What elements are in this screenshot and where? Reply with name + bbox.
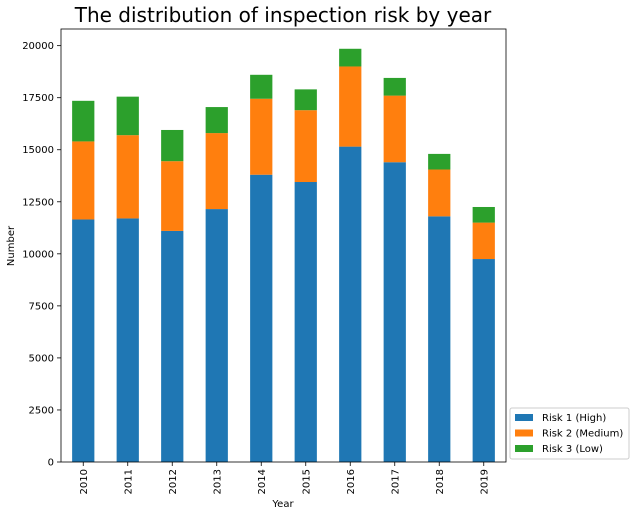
legend-label: Risk 3 (Low) <box>542 444 603 455</box>
bar-2019-series-2 <box>472 222 495 260</box>
x-axis-label: Year <box>271 499 294 510</box>
legend-label: Risk 2 (Medium) <box>542 429 623 440</box>
bar-2014-series-2 <box>250 98 273 175</box>
bar-2013-series-3 <box>205 107 228 134</box>
bar-2013-series-1 <box>205 209 228 462</box>
legend: Risk 1 (High) Risk 2 (Medium) Risk 3 (Low) <box>509 407 630 460</box>
y-tick-label: 10000 <box>22 249 54 260</box>
x-tick-label: 2011 <box>123 469 134 494</box>
bar-2017-series-2 <box>383 95 406 163</box>
y-axis: 0 2500 5000 7500 10000 12500 15000 17500 20000 <box>22 41 61 469</box>
bar-2016-series-2 <box>339 66 362 147</box>
bar-2010-series-3 <box>72 100 95 142</box>
y-tick-label: 5000 <box>29 353 54 364</box>
y-tick-label: 2500 <box>29 405 54 416</box>
x-tick-label: 2014 <box>257 469 268 494</box>
legend-swatch <box>515 445 533 452</box>
bar-2014-series-3 <box>250 74 273 99</box>
legend-swatch <box>515 429 533 437</box>
bar-2010-series-2 <box>72 141 95 220</box>
bar-2019-series-3 <box>472 206 495 223</box>
bar-2010-series-1 <box>72 219 95 462</box>
legend-box <box>509 407 630 460</box>
bar-2011-series-2 <box>116 135 139 219</box>
y-tick-label: 20000 <box>22 41 54 52</box>
bar-2012-series-3 <box>161 129 184 162</box>
x-tick-label: 2019 <box>479 469 490 494</box>
y-tick-label: 7500 <box>29 301 54 312</box>
x-tick-label: 2010 <box>79 469 90 494</box>
bar-2018-series-1 <box>428 216 451 462</box>
bar-2012-series-2 <box>161 161 184 231</box>
bar-2013-series-2 <box>205 133 228 210</box>
x-tick-label: 2017 <box>390 469 401 494</box>
legend-swatch <box>515 414 533 421</box>
bars-group <box>72 48 495 463</box>
x-tick-label: 2015 <box>301 469 312 494</box>
x-tick-label: 2016 <box>346 469 357 494</box>
bar-2015-series-2 <box>294 110 317 183</box>
bar-2011-series-3 <box>116 96 139 136</box>
bar-2017-series-3 <box>383 77 406 96</box>
x-tick-label: 2018 <box>435 469 446 494</box>
bar-2014-series-1 <box>250 174 273 462</box>
y-tick-label: 12500 <box>22 197 54 208</box>
bar-2015-series-1 <box>294 182 317 463</box>
x-tick-label: 2012 <box>168 469 179 494</box>
x-tick-label: 2013 <box>212 469 223 494</box>
y-tick-label: 15000 <box>22 145 54 156</box>
bar-2016-series-1 <box>339 146 362 462</box>
plot-frame <box>60 28 507 463</box>
bar-2016-series-3 <box>339 48 362 67</box>
bar-2015-series-3 <box>294 89 317 111</box>
bar-2012-series-1 <box>161 230 184 462</box>
legend-label: Risk 1 (High) <box>542 413 606 424</box>
bar-2018-series-3 <box>428 153 451 170</box>
y-tick-label: 17500 <box>22 93 54 104</box>
bar-2019-series-1 <box>472 259 495 462</box>
bar-2011-series-1 <box>116 218 139 462</box>
chart-title: The distribution of inspection risk by y… <box>74 3 492 27</box>
y-axis-label: Number <box>6 225 17 266</box>
x-axis: 2010 2011 2012 2013 2014 2015 2016 2017 2018 2019 <box>79 462 490 494</box>
y-tick-label: 0 <box>48 458 54 469</box>
bar-2018-series-2 <box>428 169 451 217</box>
bar-2017-series-1 <box>383 162 406 462</box>
